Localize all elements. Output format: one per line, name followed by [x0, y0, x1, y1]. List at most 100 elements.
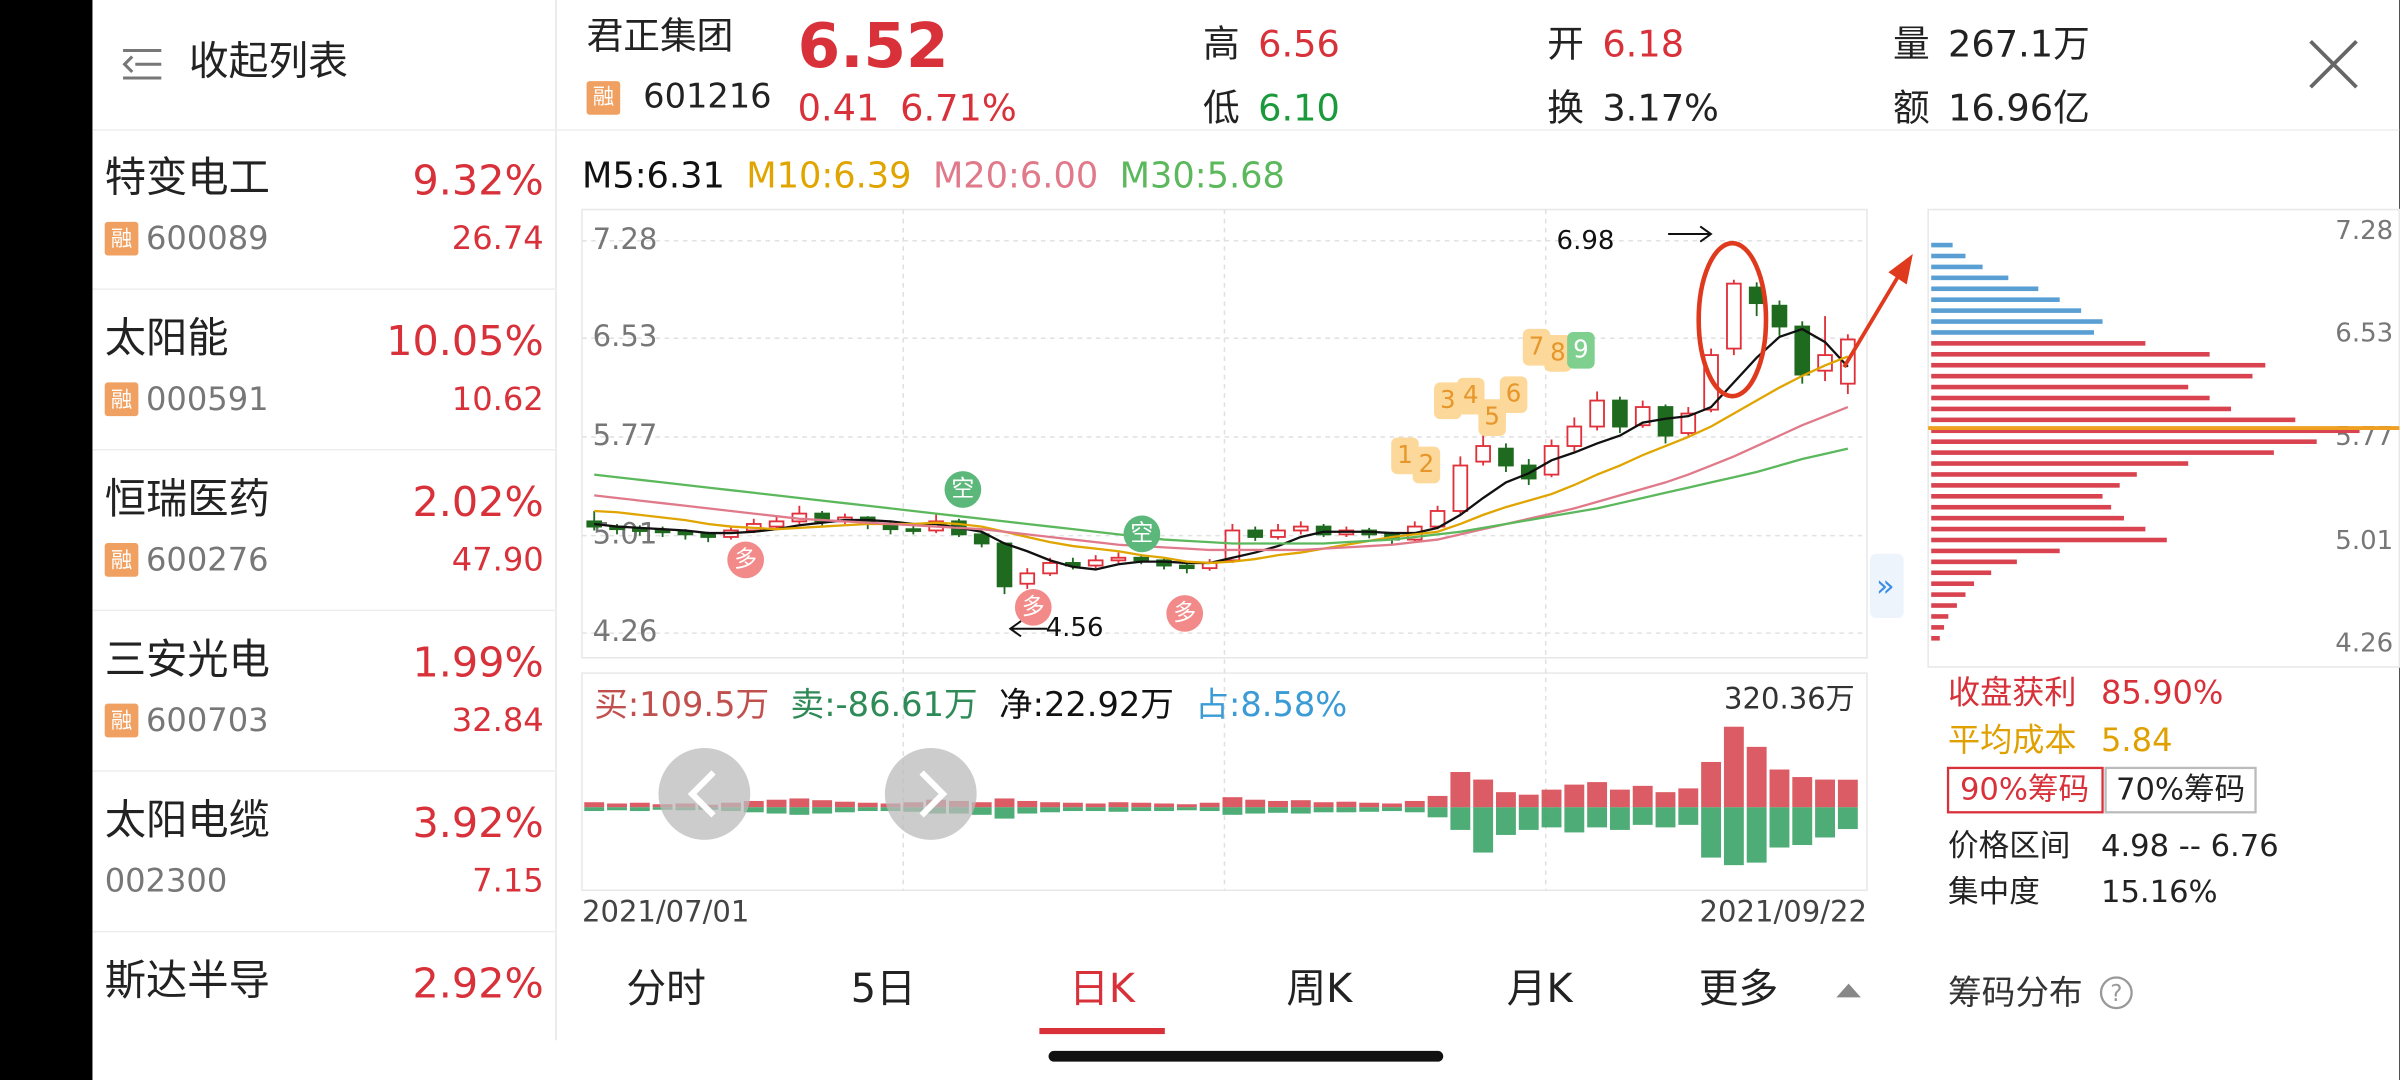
- stock-name[interactable]: 三安光电: [105, 635, 270, 683]
- chip-bar: [1931, 286, 2039, 292]
- help-label[interactable]: ?: [2110, 981, 2122, 1007]
- chip-bar: [1931, 341, 2146, 346]
- expand-tab[interactable]: [1870, 553, 1904, 619]
- buy-bar: [743, 800, 764, 808]
- nav-button[interactable]: [658, 748, 751, 840]
- buy-bar: [1290, 800, 1311, 808]
- flow-label: 占:8.58%: [1195, 685, 1347, 724]
- buy-bar: [1541, 789, 1562, 808]
- buy-bar: [812, 800, 833, 808]
- button[interactable]: [1946, 766, 2104, 814]
- candle-body: [1726, 282, 1742, 350]
- buy-bar: [1085, 803, 1106, 808]
- ma-legend: M5:6.31: [582, 155, 725, 196]
- sell-bar: [1040, 807, 1061, 813]
- ma-legend: M20:6.00: [933, 155, 1098, 196]
- candle-body: [1133, 556, 1150, 562]
- low-label: 低: [1203, 87, 1240, 130]
- buy-bar: [1062, 802, 1083, 808]
- tab[interactable]: 日K: [1069, 966, 1136, 1012]
- sell-bar: [1199, 807, 1220, 812]
- stock-name[interactable]: 太阳能: [105, 314, 229, 362]
- ma-line: [594, 405, 1849, 552]
- sell-bar: [994, 807, 1015, 819]
- candle-body: [1042, 562, 1058, 575]
- signal: 4: [1463, 380, 1479, 409]
- tab[interactable]: 更多: [1699, 966, 1779, 1012]
- sell-bar: [1746, 807, 1767, 863]
- chip-bar: [1931, 625, 1945, 630]
- tab[interactable]: 周K: [1286, 966, 1353, 1012]
- chip-bar: [1931, 636, 1940, 641]
- candle-body: [1498, 447, 1514, 467]
- buy-bar: [1313, 802, 1334, 808]
- collapse-list[interactable]: 收起列表: [189, 39, 348, 85]
- expand-icon[interactable]: »: [1876, 569, 1895, 604]
- buy-bar: [1769, 769, 1790, 808]
- chip-frame: [1927, 208, 2400, 668]
- signal-badge: [1412, 446, 1441, 484]
- stock-name[interactable]: 特变电工: [105, 154, 270, 202]
- sell-bar: [1359, 807, 1380, 812]
- candle-body: [1110, 556, 1127, 562]
- button[interactable]: [2104, 766, 2257, 814]
- stock-name[interactable]: 太阳电缆: [105, 796, 270, 844]
- candle-body: [1293, 525, 1309, 532]
- sell-bar: [1518, 807, 1539, 830]
- profit-value: 85.90%: [2101, 674, 2223, 712]
- button-label[interactable]: 90%筹码: [1960, 772, 2089, 807]
- chip-bar: [1931, 526, 2146, 532]
- marker-label: 空: [1130, 520, 1153, 546]
- last-price: 6.52: [798, 11, 949, 82]
- button-label[interactable]: 70%筹码: [2116, 772, 2245, 807]
- candle-body: [1452, 464, 1469, 512]
- close-button[interactable]: [2309, 39, 2358, 89]
- buy-bar: [1746, 746, 1767, 808]
- sell-bar: [1131, 807, 1152, 812]
- sell-bar: [1336, 807, 1357, 813]
- candle-body: [632, 528, 648, 532]
- tag: 融: [111, 548, 132, 573]
- stock-list: 特变电工 9.32% 融 600089 26.74 太阳能 10.05% 融 000591 10.…: [92, 154, 556, 1008]
- tab[interactable]: 分时: [626, 966, 706, 1012]
- tab[interactable]: 5日: [851, 966, 916, 1012]
- turnover-value: 3.17%: [1602, 87, 1719, 130]
- chip-bar: [1931, 614, 1949, 619]
- nav-button[interactable]: [884, 748, 977, 840]
- chip-bar: [1931, 450, 2274, 455]
- candle-body: [996, 542, 1013, 588]
- signal-badge: [1456, 377, 1485, 415]
- candle-body: [1224, 529, 1241, 562]
- chip-bar: [1931, 362, 2266, 368]
- help-icon[interactable]: [2099, 976, 2133, 1010]
- signal: 1: [1397, 440, 1413, 469]
- range-value: 4.98 -- 6.76: [2101, 829, 2279, 864]
- candle-body: [1019, 572, 1036, 585]
- chip-bar: [1931, 319, 2103, 324]
- sell-bar: [1404, 807, 1425, 813]
- candle-body: [973, 533, 990, 545]
- stock-name[interactable]: 斯达半导: [105, 957, 270, 1005]
- sell-bar: [743, 807, 764, 813]
- sell-bar: [1837, 807, 1858, 830]
- signal: 8: [1550, 337, 1566, 366]
- chip-bar: [1931, 373, 2253, 379]
- buy-bar: [1473, 779, 1494, 808]
- chip-bar: [1931, 330, 2094, 335]
- stock-code: 601216: [643, 76, 771, 115]
- marker-label: 空: [951, 476, 974, 502]
- end-date: 2021/09/22: [1700, 894, 1867, 928]
- stock-name[interactable]: 恒瑞医药: [105, 475, 270, 523]
- y-tick-label: 6.53: [593, 319, 658, 353]
- stock-price: 7.15: [472, 862, 544, 900]
- sell-bar: [835, 807, 855, 813]
- buy-bar: [1655, 792, 1676, 808]
- sell-bar: [1587, 807, 1608, 828]
- nav-arrow: [687, 770, 716, 818]
- amount-value: 16.96亿: [1948, 87, 2090, 130]
- stock-change: 2.02%: [413, 478, 544, 526]
- tab[interactable]: 月K: [1507, 966, 1574, 1012]
- more-triangle[interactable]: [1836, 983, 1861, 998]
- tag-badge: [104, 543, 139, 577]
- marker: [944, 471, 982, 508]
